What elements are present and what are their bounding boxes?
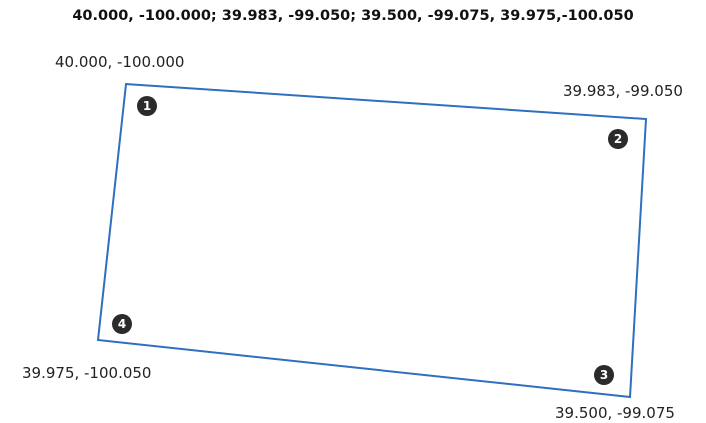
corner-1-marker: 1 [137,96,157,116]
corner-2-label: 39.983, -99.050 [563,82,683,100]
quadrilateral-outline [96,82,648,399]
corner-2-marker: 2 [608,129,628,149]
corner-4-label: 39.975, -100.050 [22,364,152,382]
corner-3-marker: 3 [594,365,614,385]
corner-3-label: 39.500, -99.075 [555,404,675,422]
coordinates-header: 40.000, -100.000; 39.983, -99.050; 39.50… [72,8,634,24]
corner-1-label: 40.000, -100.000 [55,53,185,71]
corner-4-marker: 4 [112,314,132,334]
